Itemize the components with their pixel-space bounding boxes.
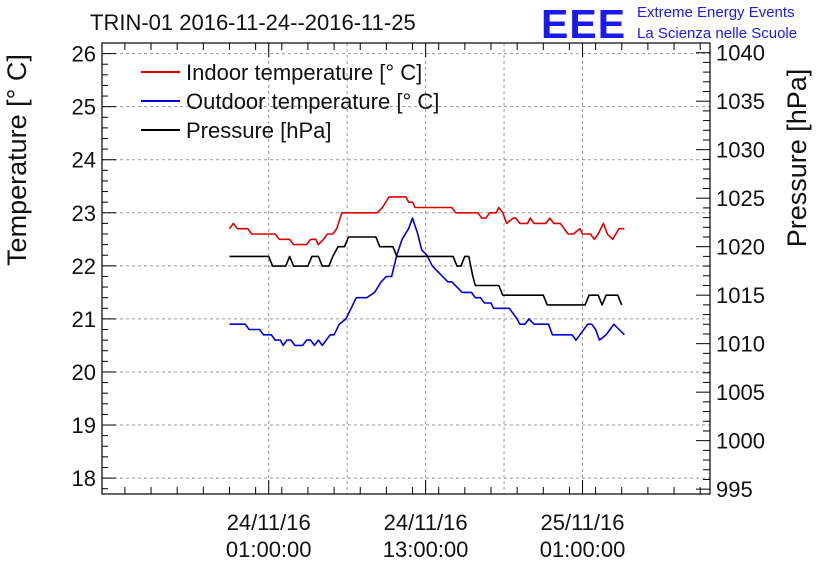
y-right-tick-label: 1035 [716,89,765,114]
y-axis-left-label: Temperature [° C] [2,54,32,266]
plot-frame [101,42,711,495]
series-lines [228,196,625,347]
x-tick-label: 01:00:00 [540,537,626,562]
y-right-tick-label: 1005 [716,380,765,405]
y-left-tick-label: 19 [72,413,96,438]
chart-title: TRIN-01 2016-11-24--2016-11-25 [90,10,416,35]
x-tick-label: 25/11/16 [541,510,625,535]
y-left-tick-label: 25 [72,95,96,120]
tick-labels: 24/11/1601:00:0024/11/1613:00:0025/11/16… [72,41,765,562]
legend-label-2: Outdoor temperature [° C] [186,89,439,114]
series-line-3 [229,236,623,306]
y-right-tick-label: 1010 [716,332,765,357]
legend-label-1: Indoor temperature [° C] [186,60,422,85]
y-left-tick-label: 24 [72,148,96,173]
eee-logo: EEE [541,1,627,47]
y-left-tick-label: 21 [72,307,96,332]
y-right-tick-label: 1015 [716,283,765,308]
y-left-tick-label: 22 [72,254,96,279]
y-right-tick-label: 1000 [716,429,765,454]
y-left-tick-label: 26 [72,42,96,67]
logo-line-1: Extreme Energy Events [637,4,795,21]
y-right-tick-label: 1030 [716,138,765,163]
y-left-tick-label: 23 [72,201,96,226]
y-left-tick-label: 18 [72,466,96,491]
tick-marks [102,42,710,494]
y-axis-right-label: Pressure [hPa] [782,69,812,248]
y-left-tick-label: 20 [72,360,96,385]
logo-line-2: La Scienza nelle Scuole [637,25,798,42]
axes [101,42,711,495]
series-line-2 [229,217,625,347]
x-tick-label: 13:00:00 [383,537,469,562]
x-tick-label: 24/11/16 [384,510,468,535]
legend: Indoor temperature [° C] Outdoor temperat… [141,60,439,143]
x-tick-label: 24/11/16 [227,510,311,535]
y-right-tick-label: 1020 [716,235,765,260]
series-line-1 [228,196,625,246]
y-right-tick-label: 1025 [716,186,765,211]
y-right-tick-label: 1040 [716,41,765,66]
x-tick-label: 01:00:00 [226,537,312,562]
grid [102,43,710,494]
legend-label-3: Pressure [hPa] [186,118,332,143]
y-right-tick-label: 995 [716,477,753,502]
